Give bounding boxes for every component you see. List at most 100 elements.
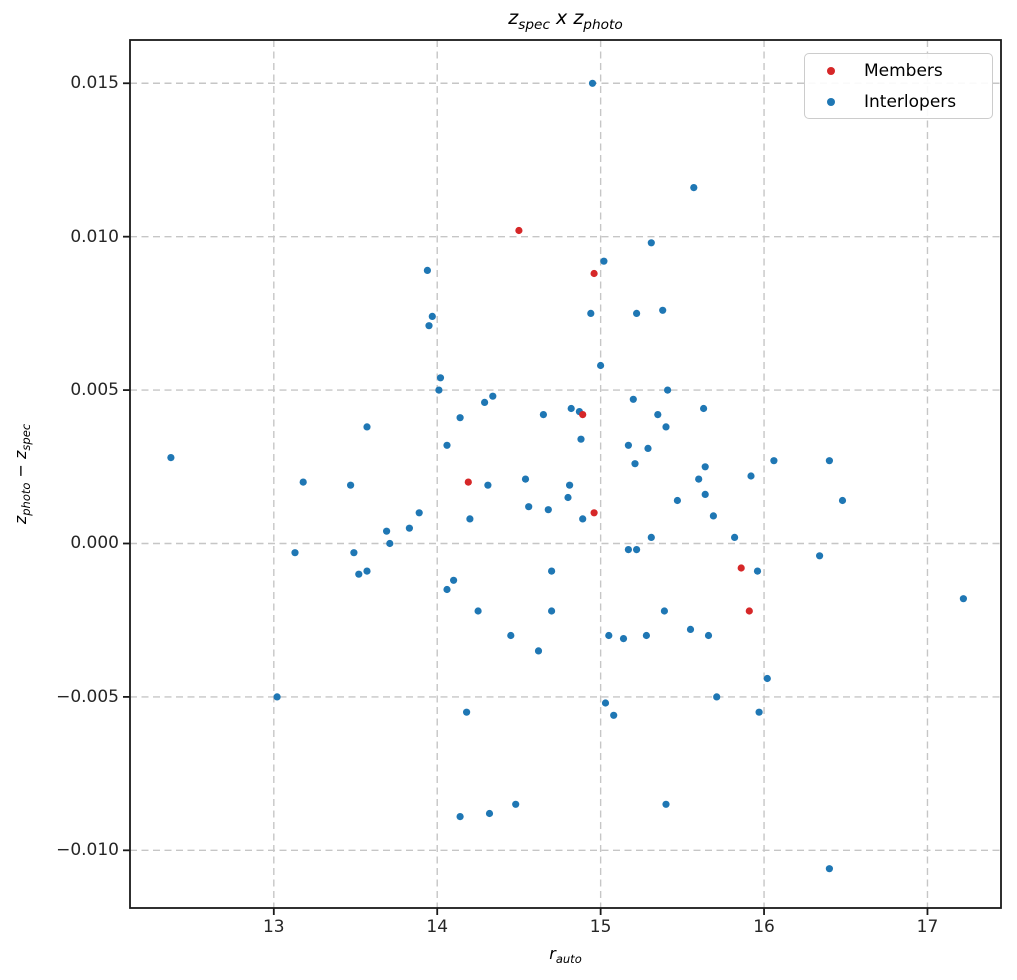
- x-tick-label: 14: [426, 917, 449, 937]
- scatter-point-interlopers: [624, 546, 633, 554]
- axes-border: [129, 39, 1002, 909]
- x-tick-label: 13: [262, 917, 285, 937]
- scatter-point-interlopers: [579, 515, 587, 523]
- scatter-point-interlopers: [659, 306, 667, 314]
- y-tick-label: −0.010: [56, 840, 119, 861]
- scatter-point-interlopers: [647, 533, 655, 542]
- scatter-point-interlopers: [299, 478, 307, 486]
- ylabel-segment: −: [11, 458, 30, 483]
- scatter-point-interlopers: [534, 647, 543, 655]
- legend-item-members: Members: [805, 55, 992, 86]
- scatter-point-interlopers: [753, 567, 762, 575]
- y-tick-label: 0.015: [70, 73, 119, 94]
- scatter-point-interlopers: [386, 539, 394, 548]
- scatter-point-interlopers: [825, 865, 834, 873]
- scatter-point-interlopers: [466, 515, 474, 523]
- scatter-point-interlopers: [415, 509, 423, 517]
- scatter-point-interlopers: [731, 533, 739, 542]
- scatter-point-interlopers: [763, 674, 771, 683]
- scatter-point-interlopers: [425, 322, 433, 330]
- scatter-point-interlopers: [548, 567, 556, 575]
- scatter-point-interlopers: [548, 607, 556, 615]
- scatter-point-interlopers: [588, 79, 597, 87]
- scatter-point-interlopers: [631, 460, 639, 468]
- scatter-point-interlopers: [544, 506, 552, 514]
- interlopers-marker-icon: [827, 97, 835, 106]
- legend-item-interlopers: Interlopers: [805, 86, 992, 117]
- scatter-point-interlopers: [456, 813, 464, 821]
- scatter-point-interlopers: [662, 423, 670, 431]
- members-marker-icon: [827, 66, 835, 75]
- scatter-point-interlopers: [350, 549, 358, 557]
- scatter-point-interlopers: [587, 309, 595, 317]
- scatter-point-interlopers: [443, 585, 451, 594]
- scatter-point-interlopers: [566, 481, 574, 489]
- scatter-point-members: [464, 478, 472, 486]
- scatter-point-interlopers: [485, 809, 494, 818]
- ylabel-segment: z: [11, 450, 30, 459]
- scatter-point-interlopers: [443, 441, 451, 449]
- scatter-point-members: [590, 509, 598, 517]
- scatter-point-interlopers: [405, 524, 413, 532]
- x-tick-label: 15: [589, 917, 612, 937]
- ylabel-segment: z: [11, 515, 30, 525]
- x-tick-label: 16: [753, 917, 775, 937]
- scatter-point-interlopers: [507, 631, 515, 640]
- y-axis-label: zphoto − zspec: [11, 324, 34, 624]
- scatter-point-interlopers: [273, 693, 281, 701]
- scatter-point-interlopers: [355, 570, 363, 578]
- scatter-point-interlopers: [347, 481, 355, 489]
- scatter-point-interlopers: [601, 699, 610, 707]
- ylabel-segment: photo: [19, 482, 34, 516]
- scatter-point-interlopers: [701, 490, 709, 498]
- scatter-point-interlopers: [428, 312, 436, 320]
- scatter-point-interlopers: [690, 184, 698, 192]
- ylabel-segment: spec: [19, 423, 34, 451]
- scatter-point-interlopers: [167, 454, 175, 462]
- scatter-point-interlopers: [481, 398, 489, 406]
- scatter-point-interlopers: [567, 404, 575, 413]
- scatter-point-interlopers: [512, 800, 520, 808]
- scatter-point-members: [579, 411, 587, 419]
- scatter-point-interlopers: [484, 481, 492, 489]
- scatter-point-interlopers: [700, 404, 708, 413]
- scatter-point-interlopers: [838, 496, 847, 505]
- chart-title-segment: z: [573, 7, 584, 29]
- y-tick-label: 0.010: [70, 226, 119, 247]
- y-tick-label: 0.005: [70, 380, 119, 401]
- legend-label-interlopers: Interlopers: [864, 91, 957, 112]
- scatter-point-interlopers: [701, 463, 709, 471]
- y-tick-label: 0.000: [70, 533, 119, 554]
- scatter-point-interlopers: [662, 800, 670, 808]
- scatter-point-interlopers: [770, 457, 778, 465]
- scatter-point-interlopers: [624, 441, 633, 449]
- scatter-point-interlopers: [816, 552, 824, 560]
- scatter-point-members: [745, 607, 753, 615]
- scatter-point-interlopers: [647, 239, 655, 247]
- scatter-point-interlopers: [747, 472, 755, 480]
- chart-title-segment: photo: [583, 16, 623, 33]
- chart-title-segment: x: [549, 7, 574, 29]
- scatter-point-interlopers: [600, 257, 608, 265]
- scatter-point-interlopers: [673, 496, 682, 505]
- scatter-point-interlopers: [605, 631, 613, 640]
- scatter-point-interlopers: [825, 457, 834, 465]
- scatter-point-interlopers: [539, 411, 548, 419]
- scatter-point-interlopers: [695, 475, 703, 483]
- scatter-point-interlopers: [619, 635, 628, 643]
- y-tick-label: −0.005: [56, 686, 119, 707]
- scatter-point-interlopers: [525, 503, 533, 511]
- scatter-point-interlopers: [423, 266, 431, 274]
- scatter-point-interlopers: [577, 435, 585, 443]
- scatter-point-interlopers: [686, 625, 695, 634]
- scatter-point-interlopers: [709, 512, 718, 520]
- scatter-point-interlopers: [463, 708, 471, 716]
- scatter-point-interlopers: [597, 361, 605, 370]
- scatter-point-members: [515, 226, 523, 235]
- scatter-point-interlopers: [456, 414, 464, 422]
- scatter-point-interlopers: [633, 309, 641, 317]
- scatter-point-interlopers: [383, 527, 391, 535]
- scatter-point-interlopers: [489, 392, 497, 400]
- xlabel-segment: r: [549, 944, 556, 963]
